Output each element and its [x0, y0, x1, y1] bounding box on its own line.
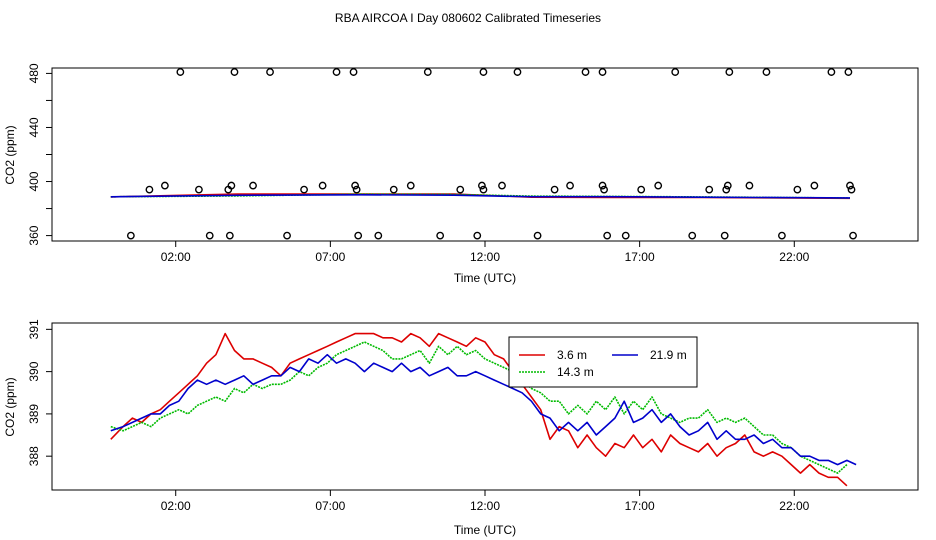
- scatter-point: [205, 231, 214, 240]
- scatter-point: [762, 68, 771, 76]
- scatter-point: [225, 231, 234, 240]
- line-panel: 02:00 07:00 12:00 17:00 22:00 388 389 390 391 3.…: [3, 319, 919, 537]
- top-y-tick-label: 480: [27, 63, 41, 83]
- top-x-tick-label: 12:00: [470, 250, 500, 264]
- legend: 3.6 m 21.9 m 14.3 m: [508, 336, 698, 388]
- scatter-point: [406, 181, 415, 190]
- scatter-point: [722, 185, 731, 194]
- scatter-point: [145, 185, 154, 194]
- scatter-point: [720, 231, 729, 240]
- legend-box: [508, 336, 698, 388]
- scatter-point: [479, 185, 488, 194]
- scatter-point: [745, 181, 754, 190]
- scatter-point: [603, 231, 612, 240]
- scatter-point: [637, 185, 646, 194]
- top-x-tick-label: 07:00: [315, 250, 345, 264]
- scatter-point: [849, 231, 857, 240]
- top-y-tick-label: 360: [27, 225, 41, 245]
- scatter-point: [227, 181, 236, 190]
- top-x-tick-label: 22:00: [779, 250, 809, 264]
- scatter-point: [332, 68, 341, 76]
- series-line-14-3-m: [110, 341, 848, 474]
- bottom-x-tick-label: 02:00: [161, 499, 191, 513]
- scatter-point: [478, 181, 486, 190]
- scatter-point: [266, 68, 274, 76]
- top-x-tick-label: 17:00: [625, 250, 655, 264]
- scatter-point: [283, 231, 291, 240]
- legend-label-14-3m: 14.3 m: [557, 365, 594, 379]
- series-line-21-9-m: [110, 353, 857, 466]
- scatter-point: [846, 181, 854, 190]
- scatter-point: [688, 231, 697, 240]
- scatter-point: [513, 68, 522, 76]
- scatter-point: [349, 68, 358, 76]
- scatter-point: [533, 231, 542, 240]
- scatter-point: [550, 185, 559, 194]
- scatter-point: [654, 181, 663, 190]
- scatter-point: [423, 68, 432, 76]
- bottom-x-tick-label: 07:00: [315, 499, 345, 513]
- scatter-point: [810, 181, 819, 190]
- scatter-point: [581, 68, 590, 76]
- scatter-point: [456, 185, 465, 194]
- scatter-point: [566, 181, 574, 190]
- scatter-point: [705, 185, 714, 194]
- x-axis-label: Time (UTC): [454, 523, 516, 537]
- scatter-point: [598, 181, 607, 190]
- plot-frame: [51, 67, 919, 242]
- scatter-point: [300, 185, 308, 194]
- bottom-x-tick-label: 17:00: [625, 499, 655, 513]
- top-y-tick-label: 400: [27, 171, 41, 191]
- legend-label-21-9m: 21.9 m: [650, 348, 687, 362]
- scatter-point: [195, 185, 203, 194]
- scatter-point: [723, 181, 732, 190]
- scatter-point: [778, 231, 786, 240]
- scatter-point: [354, 231, 363, 240]
- scatter-point: [351, 181, 359, 190]
- scatter-point: [598, 68, 607, 76]
- scatter-point: [479, 68, 488, 76]
- bottom-y-tick-label: 391: [27, 319, 41, 339]
- top-x-tick-label: 02:00: [161, 250, 191, 264]
- y-axis-label: CO2 (ppm): [3, 377, 17, 436]
- page-title: RBA AIRCOA I Day 080602 Calibrated Times…: [335, 11, 601, 25]
- bottom-x-tick-label: 22:00: [779, 499, 809, 513]
- legend-label-3-6m: 3.6 m: [557, 348, 587, 362]
- scatter-point: [621, 231, 630, 240]
- scatter-point: [176, 68, 185, 76]
- scatter-point: [318, 181, 327, 190]
- scatter-point: [793, 185, 802, 194]
- scatter-point: [473, 231, 482, 240]
- scatter-point: [436, 231, 445, 240]
- scatter-point: [126, 231, 135, 240]
- bottom-x-tick-label: 12:00: [470, 499, 500, 513]
- scatter-point: [374, 231, 383, 240]
- bottom-y-tick-label: 388: [27, 446, 41, 466]
- bottom-y-tick-label: 389: [27, 404, 41, 424]
- scatter-point: [498, 181, 506, 190]
- scatter-point: [352, 185, 361, 194]
- top-y-tick-label: 440: [27, 117, 41, 137]
- scatter-panel: 02:00 07:00 12:00 17:00 22:00 360 400 440 480 Ti…: [3, 63, 919, 285]
- series-line-3-6-m: [110, 332, 848, 487]
- scatter-point: [844, 68, 853, 76]
- y-axis-label: CO2 (ppm): [3, 125, 17, 184]
- scatter-point: [600, 185, 608, 194]
- scatter-point: [671, 68, 680, 76]
- bottom-y-tick-label: 390: [27, 361, 41, 381]
- scatter-point: [725, 68, 734, 76]
- plot-frame: [51, 322, 919, 491]
- scatter-point: [160, 181, 169, 190]
- scatter-point: [389, 185, 398, 194]
- series-line-21-9-m: [110, 194, 851, 199]
- scatter-point: [249, 181, 257, 190]
- scatter-point: [847, 185, 856, 194]
- scatter-point: [230, 68, 239, 76]
- scatter-point: [827, 68, 836, 76]
- x-axis-label: Time (UTC): [454, 271, 516, 285]
